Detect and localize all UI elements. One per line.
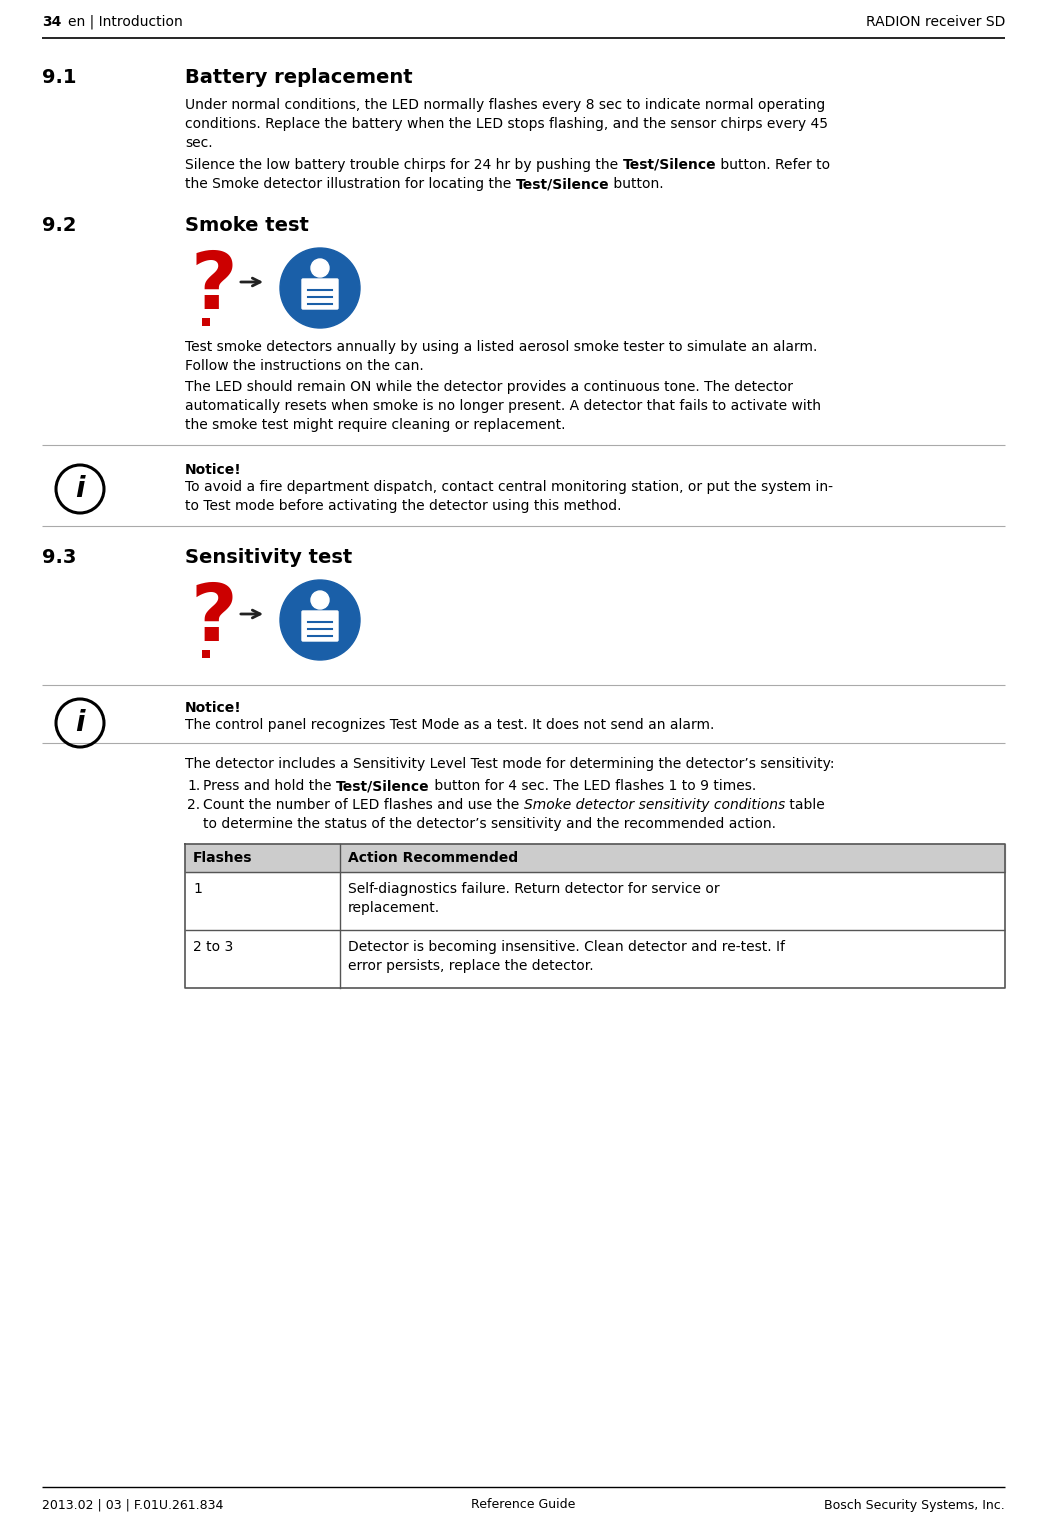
Text: Count the number of LED flashes and use the: Count the number of LED flashes and use … <box>203 799 524 812</box>
Text: Bosch Security Systems, Inc.: Bosch Security Systems, Inc. <box>824 1498 1004 1512</box>
Text: 9.2: 9.2 <box>42 215 76 235</box>
Text: The detector includes a Sensitivity Level Test mode for determining the detector: The detector includes a Sensitivity Leve… <box>185 757 835 771</box>
Text: Press and hold the: Press and hold the <box>203 779 336 793</box>
Bar <box>185 844 1004 872</box>
Text: Under normal conditions, the LED normally flashes every 8 sec to indicate normal: Under normal conditions, the LED normall… <box>185 98 825 111</box>
Text: Test/Silence: Test/Silence <box>336 779 429 793</box>
Text: Smoke detector sensitivity conditions: Smoke detector sensitivity conditions <box>524 799 785 812</box>
Text: Test/Silence: Test/Silence <box>622 157 716 173</box>
Text: table: table <box>785 799 824 812</box>
Text: Notice!: Notice! <box>185 463 242 476</box>
FancyBboxPatch shape <box>302 279 338 308</box>
Text: The LED should remain ON while the detector provides a continuous tone. The dete: The LED should remain ON while the detec… <box>185 380 793 394</box>
Text: replacement.: replacement. <box>348 901 440 915</box>
Text: Reference Guide: Reference Guide <box>471 1498 575 1512</box>
Text: 2013.02 | 03 | F.01U.261.834: 2013.02 | 03 | F.01U.261.834 <box>42 1498 223 1512</box>
Text: RADION receiver SD: RADION receiver SD <box>866 15 1004 29</box>
Text: button for 4 sec. The LED flashes 1 to 9 times.: button for 4 sec. The LED flashes 1 to 9… <box>429 779 755 793</box>
Text: To avoid a fire department dispatch, contact central monitoring station, or put : To avoid a fire department dispatch, con… <box>185 479 833 495</box>
Text: Test smoke detectors annually by using a listed aerosol smoke tester to simulate: Test smoke detectors annually by using a… <box>185 341 817 354</box>
Text: Smoke test: Smoke test <box>185 215 308 235</box>
Text: Notice!: Notice! <box>185 701 242 715</box>
Text: 9.1: 9.1 <box>42 69 76 87</box>
Text: sec.: sec. <box>185 136 213 150</box>
Text: i: i <box>75 709 84 738</box>
Text: Test/Silence: Test/Silence <box>516 177 610 191</box>
Text: 34: 34 <box>42 15 61 29</box>
Text: 2 to 3: 2 to 3 <box>193 941 233 954</box>
Text: ?: ? <box>190 580 237 658</box>
Text: 1.: 1. <box>187 779 200 793</box>
Text: button. Refer to: button. Refer to <box>716 157 830 173</box>
FancyBboxPatch shape <box>302 611 338 641</box>
Text: en | Introduction: en | Introduction <box>68 15 182 29</box>
Text: Silence the low battery trouble chirps for 24 hr by pushing the: Silence the low battery trouble chirps f… <box>185 157 622 173</box>
Text: error persists, replace the detector.: error persists, replace the detector. <box>348 959 594 973</box>
Text: Sensitivity test: Sensitivity test <box>185 548 352 567</box>
Text: Follow the instructions on the can.: Follow the instructions on the can. <box>185 359 424 373</box>
Text: 9.3: 9.3 <box>42 548 76 567</box>
Text: 2.: 2. <box>187 799 200 812</box>
Text: Self-diagnostics failure. Return detector for service or: Self-diagnostics failure. Return detecto… <box>348 883 720 896</box>
Circle shape <box>280 580 359 660</box>
Circle shape <box>311 260 329 276</box>
Text: Battery replacement: Battery replacement <box>185 69 413 87</box>
Text: to Test mode before activating the detector using this method.: to Test mode before activating the detec… <box>185 499 621 513</box>
Circle shape <box>311 591 329 609</box>
Text: automatically resets when smoke is no longer present. A detector that fails to a: automatically resets when smoke is no lo… <box>185 399 821 412</box>
Text: the smoke test might require cleaning or replacement.: the smoke test might require cleaning or… <box>185 418 566 432</box>
Text: i: i <box>75 475 84 502</box>
Text: Detector is becoming insensitive. Clean detector and re-test. If: Detector is becoming insensitive. Clean … <box>348 941 785 954</box>
Text: Flashes: Flashes <box>193 851 252 864</box>
Text: to determine the status of the detector’s sensitivity and the recommended action: to determine the status of the detector’… <box>203 817 776 831</box>
Text: the Smoke detector illustration for locating the: the Smoke detector illustration for loca… <box>185 177 516 191</box>
Text: 1: 1 <box>193 883 202 896</box>
Text: The control panel recognizes Test Mode as a test. It does not send an alarm.: The control panel recognizes Test Mode a… <box>185 718 715 731</box>
Text: ?: ? <box>190 247 237 325</box>
Text: button.: button. <box>610 177 664 191</box>
Text: conditions. Replace the battery when the LED stops flashing, and the sensor chir: conditions. Replace the battery when the… <box>185 118 828 131</box>
Text: Action Recommended: Action Recommended <box>348 851 518 864</box>
Circle shape <box>280 247 359 328</box>
